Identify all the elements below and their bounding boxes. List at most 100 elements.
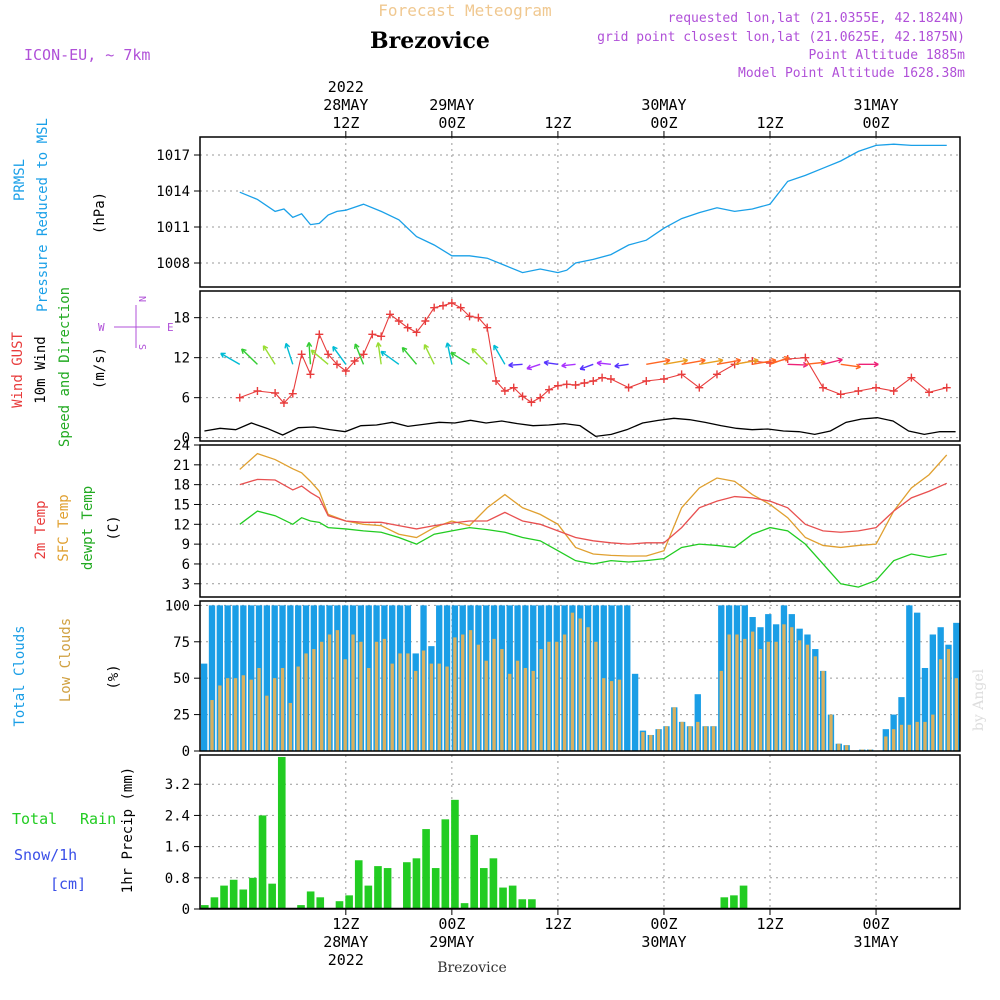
y-tick-label: 2.4 — [165, 808, 190, 824]
snow-unit: [cm] — [50, 875, 86, 893]
low-cloud-bar — [743, 638, 747, 751]
top-hour-label: 00Z — [650, 114, 677, 132]
gust-marker — [403, 323, 412, 332]
low-cloud-bar — [915, 721, 919, 751]
gust-marker — [359, 350, 368, 359]
wind-direction-arrow — [561, 362, 576, 369]
wind-direction-arrow — [306, 342, 313, 365]
gust-marker — [350, 357, 359, 365]
gust-marker — [439, 301, 448, 310]
gust-marker — [447, 299, 456, 307]
rain-bar — [730, 895, 738, 909]
wind-direction-arrow — [840, 363, 861, 370]
low-cloud-bar — [429, 663, 434, 751]
gust-marker — [315, 330, 324, 339]
compass-e: E — [167, 321, 174, 334]
model-name: ICON-EU, ~ 7km — [24, 46, 150, 64]
low-cloud-bar — [241, 675, 246, 751]
total-cloud-bar — [921, 667, 929, 751]
low-cloud-bar — [844, 745, 849, 751]
wind-direction-arrow — [646, 357, 671, 366]
low-cloud-bar — [735, 634, 739, 751]
low-cloud-bar — [649, 734, 653, 751]
low-cloud-bar — [547, 641, 551, 751]
low-cloud-bar — [280, 667, 285, 751]
clouds-panel: 0 25 50 75 100 — [165, 598, 960, 760]
rain-bar — [479, 868, 488, 909]
low-cloud-bar — [750, 631, 755, 751]
gust-marker — [606, 375, 615, 383]
gust-marker — [527, 398, 536, 407]
rain-bar — [364, 885, 373, 909]
rain-bar — [374, 866, 382, 909]
low-cloud-bar — [931, 714, 935, 751]
gust-marker — [889, 387, 898, 395]
low-cloud-bar — [210, 700, 214, 751]
gust-marker — [456, 303, 465, 312]
y-tick-label: 12 — [173, 517, 190, 533]
gust-marker — [368, 330, 377, 339]
low-cloud-bar — [946, 649, 951, 751]
bottom-year-label: 2022 — [328, 951, 364, 969]
low-cloud-bar — [468, 630, 473, 751]
rain-bar — [229, 879, 238, 909]
requested-coords: requested lon,lat (21.0355E, 42.1824N) — [668, 11, 965, 26]
total-cloud-bar — [201, 663, 208, 751]
low-cloud-bar — [680, 721, 684, 751]
gust-marker — [854, 387, 863, 395]
bottom-hour-label: 00Z — [650, 915, 677, 933]
rain-label-total: Total — [12, 810, 57, 828]
low-cloud-bar — [609, 681, 614, 751]
temp-panel: 3 6 9 12 15 18 21 24 — [173, 438, 960, 597]
gust-marker — [500, 387, 509, 395]
low-cloud-bar — [327, 634, 332, 751]
y-tick-label: 18 — [173, 478, 190, 494]
low-cloud-bar — [218, 685, 222, 751]
wind-direction-arrow — [858, 361, 879, 368]
clouds-unit: (%) — [106, 664, 122, 689]
total-cloud-bar — [616, 605, 623, 751]
y-tick-label: 0.8 — [165, 871, 190, 887]
low-cloud-bar — [461, 634, 465, 751]
low-cloud-bar — [821, 670, 825, 751]
y-tick-label: 0 — [182, 431, 190, 447]
top-hour-label: 12Z — [544, 114, 571, 132]
wind-direction-arrow — [401, 346, 418, 365]
low-cloud-bar — [602, 678, 606, 751]
t2m-line — [239, 478, 948, 545]
low-cloud-bar — [641, 732, 645, 751]
temp-unit: (C) — [106, 515, 122, 540]
bottom-hour-label: 12Z — [756, 915, 783, 933]
gust-marker — [253, 387, 262, 395]
gust-marker — [483, 323, 492, 332]
low-cloud-bar — [719, 670, 723, 751]
low-cloud-bar — [523, 667, 528, 751]
low-cloud-bar — [570, 612, 575, 751]
pressure-frame — [199, 136, 961, 288]
low-cloud-bar — [492, 638, 496, 751]
wind-direction-arrow — [423, 343, 435, 365]
gust-marker — [624, 383, 633, 392]
rain-bar — [345, 895, 353, 909]
y-tick-label: 21 — [173, 458, 190, 474]
wind-direction-arrow — [699, 357, 724, 366]
rain-bar — [316, 897, 325, 909]
bottom-hour-label: 00Z — [862, 915, 889, 933]
low-cloud-bar — [813, 656, 817, 751]
y-tick-label: 100 — [165, 598, 190, 614]
low-cloud-bar — [320, 641, 324, 751]
y-tick-label: 0 — [182, 744, 190, 760]
point-altitude: Point Altitude 1885m — [808, 48, 965, 63]
rain-bar — [258, 815, 267, 909]
rain-bar — [412, 858, 421, 909]
rain-bar — [277, 756, 286, 909]
rain-bar — [403, 862, 411, 909]
rain-bar — [383, 868, 392, 909]
wind-direction-arrow — [681, 357, 706, 366]
low-cloud-bar — [758, 649, 763, 751]
wind-frame — [199, 290, 961, 442]
low-cloud-bar — [312, 649, 316, 751]
y-tick-label: 50 — [173, 671, 190, 687]
low-cloud-bar — [954, 678, 958, 751]
wind-direction-arrow — [493, 344, 506, 365]
